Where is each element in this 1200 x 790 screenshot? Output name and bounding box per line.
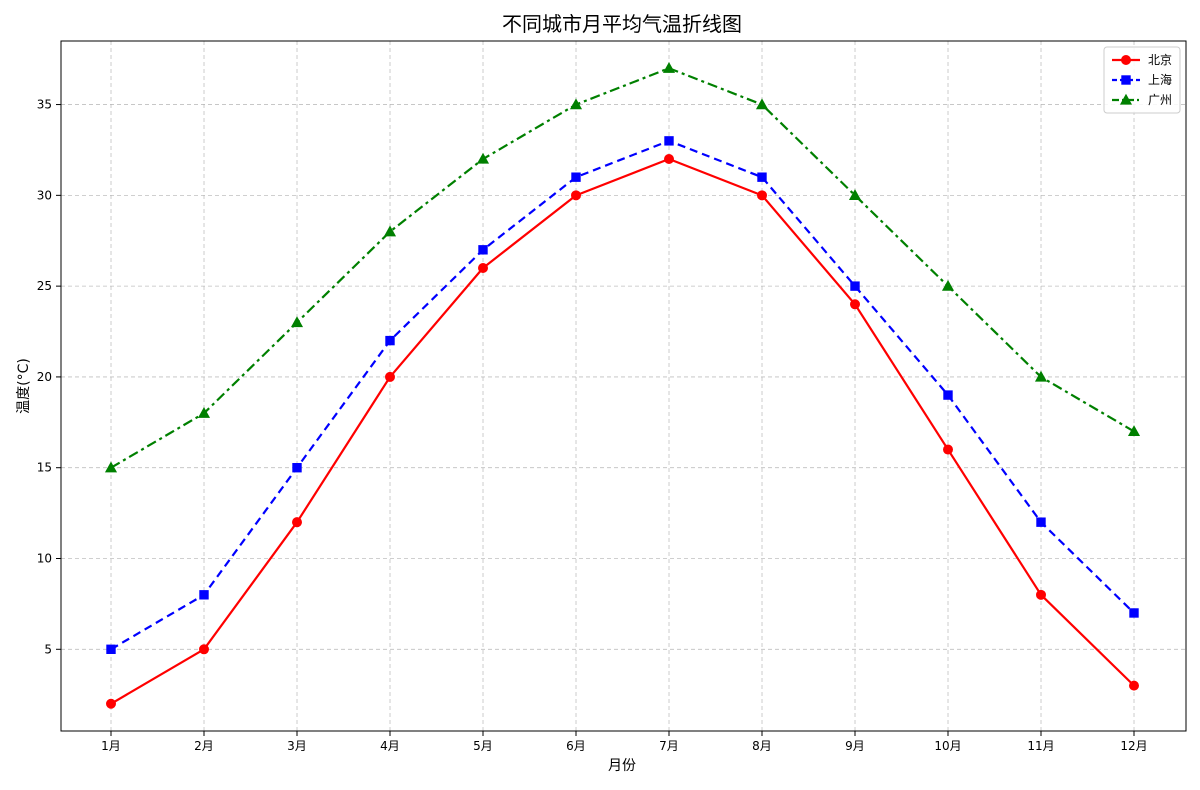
- data-point: [571, 190, 581, 201]
- data-point: [478, 262, 488, 273]
- x-tick-label: 3月: [287, 739, 307, 753]
- x-tick-label: 7月: [659, 739, 679, 753]
- data-point: [757, 190, 767, 201]
- data-point: [571, 172, 581, 182]
- data-point: [478, 245, 488, 255]
- data-point: [1036, 589, 1046, 600]
- y-tick-label: 20: [37, 370, 52, 384]
- x-tick-label: 10月: [934, 739, 961, 753]
- series-line-1: [110, 157, 1135, 705]
- data-point: [941, 279, 955, 291]
- data-point: [664, 136, 674, 146]
- x-tick-label: 4月: [380, 739, 400, 753]
- data-point: [662, 62, 676, 73]
- legend-label-2: 上海: [1148, 72, 1172, 87]
- legend-label-3: 广州: [1148, 93, 1172, 107]
- data-point: [104, 461, 118, 473]
- data-point: [476, 152, 490, 164]
- data-point: [199, 590, 209, 600]
- data-point: [1036, 517, 1046, 527]
- plot-frame: [60, 40, 1187, 732]
- x-tick-label: 5月: [473, 739, 493, 753]
- data-point: [848, 189, 862, 201]
- data-point: [106, 644, 116, 654]
- data-point: [569, 98, 583, 110]
- data-point: [292, 517, 302, 528]
- data-point: [197, 407, 211, 418]
- data-point: [385, 335, 395, 346]
- legend-label-1: 北京: [1148, 53, 1172, 67]
- data-point: [850, 281, 860, 291]
- data-point: [1034, 370, 1048, 382]
- x-tick-label: 9月: [845, 739, 865, 753]
- data-point: [943, 444, 953, 455]
- x-axis-title: 月份: [608, 758, 636, 774]
- series-line-2: [110, 139, 1135, 651]
- data-point: [292, 463, 302, 473]
- data-point: [1129, 608, 1139, 618]
- y-tick-label: 15: [37, 461, 52, 475]
- y-tick-label: 25: [37, 279, 52, 293]
- chart-title: 不同城市月平均气温折线图: [502, 12, 742, 36]
- x-tick-label: 6月: [566, 739, 586, 753]
- ticks-layer: 1月 2月 3月 4月 5月 6月 7月 8月 9月 10月 11月 12月 5 10 15 20 25 30 35: [37, 98, 1148, 753]
- x-tick-label: 11月: [1027, 739, 1054, 753]
- x-tick-label: 1月: [101, 739, 121, 753]
- data-point: [290, 316, 304, 328]
- series-layer: [104, 62, 1141, 709]
- data-point: [757, 172, 767, 182]
- data-point: [755, 98, 769, 110]
- legend-marker-1: [1121, 55, 1131, 65]
- data-point: [383, 225, 397, 237]
- y-tick-label: 30: [37, 188, 52, 202]
- legend-marker-3: [1119, 93, 1133, 105]
- data-point: [106, 698, 116, 709]
- data-point: [943, 390, 953, 400]
- grid-layer: [61, 41, 1186, 731]
- y-axis-title: 温度(°C): [16, 358, 32, 414]
- x-tick-label: 12月: [1120, 739, 1147, 753]
- data-point: [385, 371, 395, 382]
- data-point: [1127, 425, 1141, 437]
- data-point: [664, 154, 674, 165]
- data-point: [1129, 680, 1139, 691]
- data-point: [199, 644, 209, 655]
- y-tick-label: 10: [37, 552, 52, 566]
- y-tick-label: 5: [44, 642, 52, 656]
- legend-marker-2: [1121, 75, 1131, 85]
- y-tick-label: 35: [37, 98, 52, 112]
- x-tick-label: 2月: [194, 739, 214, 753]
- series-line-3: [110, 67, 1135, 469]
- x-tick-label: 8月: [752, 739, 772, 753]
- data-point: [850, 299, 860, 310]
